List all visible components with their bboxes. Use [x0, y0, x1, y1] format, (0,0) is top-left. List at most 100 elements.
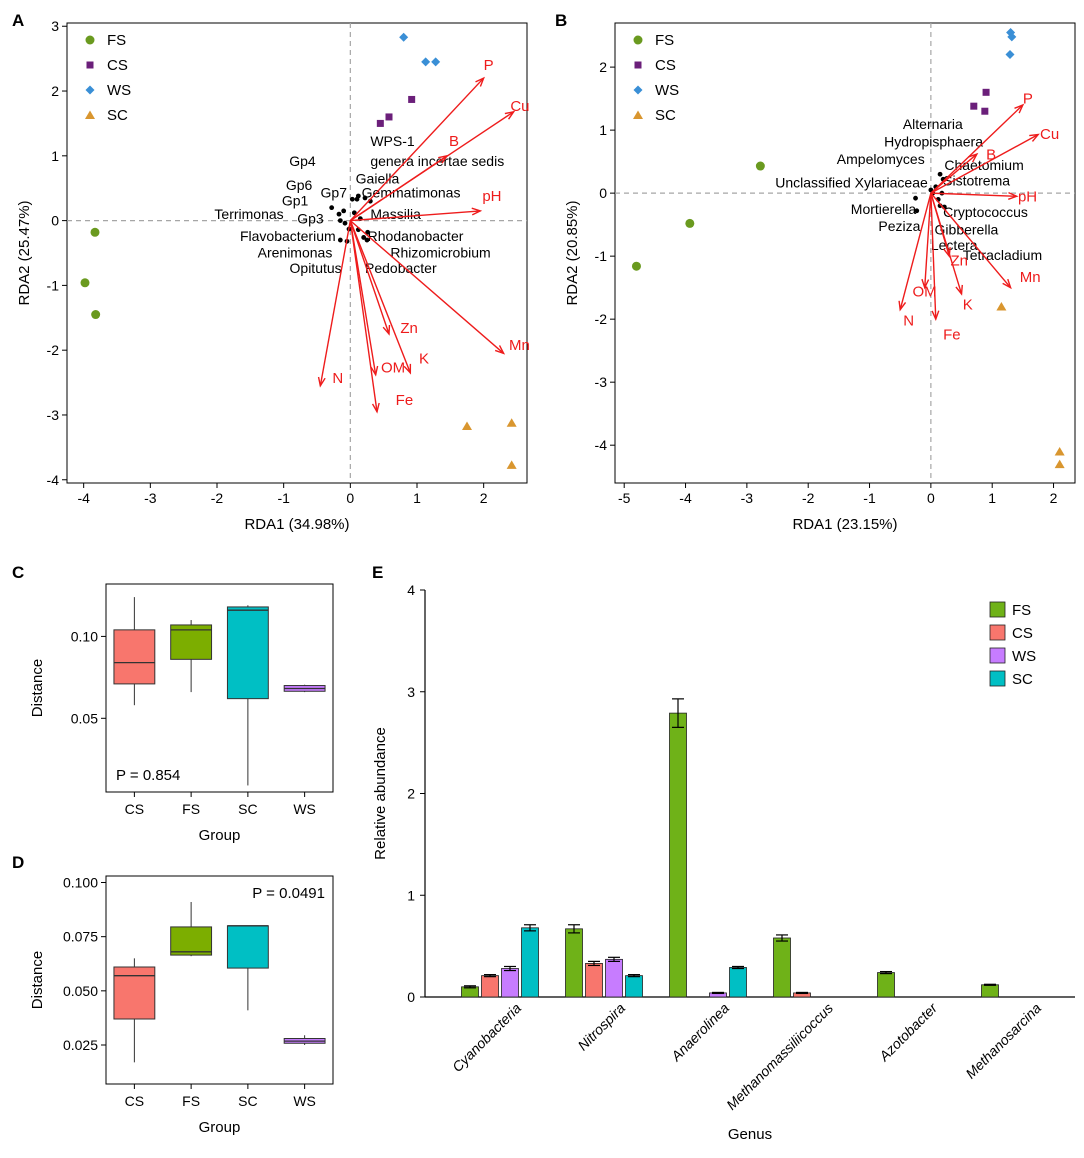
x-tick-label: -2 — [211, 490, 224, 506]
legend-label-cs: CS — [655, 57, 676, 74]
y-tick-label: 2 — [51, 83, 59, 99]
y-tick-label: 0 — [51, 213, 59, 229]
vector-p — [930, 104, 1024, 194]
y-tick-label: 1 — [51, 148, 59, 164]
legend-marker-ws — [85, 85, 95, 95]
taxon-label-gp7: Gp7 — [321, 185, 348, 201]
taxon-label-terrimonas: Terrimonas — [214, 206, 283, 222]
taxon-label-gp4: Gp4 — [289, 153, 316, 169]
vector-b — [930, 153, 978, 194]
taxon-point — [365, 229, 371, 235]
taxon-point — [937, 171, 943, 177]
vector-label-fe: Fe — [943, 326, 961, 343]
y-tick-label: 0.075 — [63, 929, 98, 945]
taxon-label-gp1: Gp1 — [282, 193, 309, 209]
boxplot-distance-c: 0.05 0.10 CS FS SC WS Group Distance P = 0.854 — [29, 583, 334, 844]
x-tick-label: -4 — [679, 490, 692, 506]
sample-point-fs — [755, 161, 765, 171]
panel-tag-a: A — [12, 11, 24, 30]
sample-point-ws — [421, 57, 431, 67]
y-tick-label: -1 — [47, 277, 60, 293]
vector-label-mn: Mn — [1020, 269, 1041, 286]
vector-label-om: OM — [381, 360, 405, 377]
rda-b-frame — [614, 22, 1076, 484]
sample-point-cs — [408, 95, 416, 103]
y-tick-label: 0.050 — [63, 983, 98, 999]
x-tick-label: -5 — [618, 490, 631, 506]
y-axis-label: Relative abundance — [372, 727, 389, 860]
taxon-point — [341, 208, 347, 214]
vector-head-mn — [1002, 278, 1012, 290]
y-tick-label: 3 — [407, 684, 415, 700]
bar-fs-anaerolinea — [669, 712, 687, 998]
vector-label-zn: Zn — [950, 253, 968, 270]
panel-tag-b: B — [555, 11, 567, 30]
x-tick-label: -3 — [741, 490, 754, 506]
vector-mn — [930, 192, 1012, 289]
x-tick-label-methanomassiliicoccus: Methanomassiliicoccus — [723, 1000, 836, 1113]
x-axis-label: Genus — [728, 1126, 772, 1143]
y-tick-label: 2 — [407, 786, 415, 802]
x-tick-label: -4 — [77, 490, 90, 506]
sample-point-cs — [385, 113, 393, 121]
vector-label-mn: Mn — [509, 337, 530, 354]
vector-head-zn — [382, 324, 391, 336]
vector-label-cu: Cu — [1040, 126, 1059, 143]
p-value-annotation: P = 0.0491 — [252, 885, 325, 902]
legend-marker-sc — [633, 110, 643, 119]
x-tick-label-azotobacter: Azotobacter — [875, 999, 941, 1065]
x-tick-label-anaerolinea: Anaerolinea — [667, 1000, 732, 1065]
x-tick-label: 2 — [480, 490, 488, 506]
sample-point-sc — [996, 302, 1007, 311]
vector-label-p: P — [1023, 91, 1033, 108]
vector-ph — [930, 192, 1017, 197]
taxon-label-pedobacter: Pedobacter — [365, 260, 437, 276]
legend-label-sc: SC — [1012, 671, 1033, 688]
sample-point-ws — [431, 57, 441, 67]
taxon-point — [361, 235, 367, 240]
x-tick-label-methanosarcina: Methanosarcina — [962, 1000, 1044, 1082]
vector-zn — [349, 220, 390, 335]
taxon-label-opitutus: Opitutus — [290, 260, 342, 276]
sample-point-sc — [1054, 446, 1065, 456]
taxon-label-ampelomyces: Ampelomyces — [837, 151, 925, 167]
taxon-label-gaiella: Gaiella — [356, 170, 400, 186]
taxon-label-mortierella: Mortierella — [851, 201, 917, 217]
legend-label-fs: FS — [1012, 602, 1031, 619]
vector-fe — [930, 193, 937, 320]
taxon-point — [336, 211, 342, 217]
legend-swatch-sc — [989, 670, 1006, 687]
legend-marker-fs — [633, 35, 643, 45]
y-tick-label: -3 — [595, 374, 608, 390]
taxon-label-wps-1: WPS-1 — [370, 133, 415, 149]
taxon-point — [329, 205, 335, 211]
y-tick-label: -4 — [47, 472, 60, 488]
y-tick-label: -2 — [47, 342, 60, 358]
sample-point-fs — [91, 310, 101, 320]
taxon-point — [342, 220, 348, 226]
legend-swatch-cs — [989, 624, 1006, 641]
y-tick-label: 0.10 — [71, 628, 98, 644]
bar-chart-relative-abundance: 0 1 2 3 4 Relative abundance Genus Cyanobacteri… — [372, 582, 1075, 1143]
legend-label-ws: WS — [655, 82, 679, 99]
y-tick-label: 4 — [407, 582, 415, 598]
sample-point-cs — [981, 107, 989, 115]
sample-point-cs — [982, 88, 990, 96]
vector-label-n: N — [903, 312, 914, 329]
vector-head-fe — [931, 310, 940, 322]
sample-point-fs — [631, 261, 641, 271]
vector-om — [924, 193, 932, 288]
y-tick-label: 0.025 — [63, 1037, 98, 1053]
vector-label-k: K — [419, 351, 429, 368]
vector-n — [319, 220, 352, 386]
bar-fs-azotobacter — [877, 972, 895, 998]
x-tick-label-fs: FS — [182, 1093, 200, 1109]
x-axis-label: RDA1 (23.15%) — [792, 516, 897, 533]
taxon-label-gp3: Gp3 — [297, 211, 324, 227]
vector-label-n: N — [332, 370, 343, 387]
y-tick-label: 3 — [51, 18, 59, 34]
taxon-label-flavobacterium: Flavobacterium — [240, 228, 336, 244]
taxon-point — [349, 196, 355, 202]
x-tick-label-sc: SC — [238, 801, 257, 817]
